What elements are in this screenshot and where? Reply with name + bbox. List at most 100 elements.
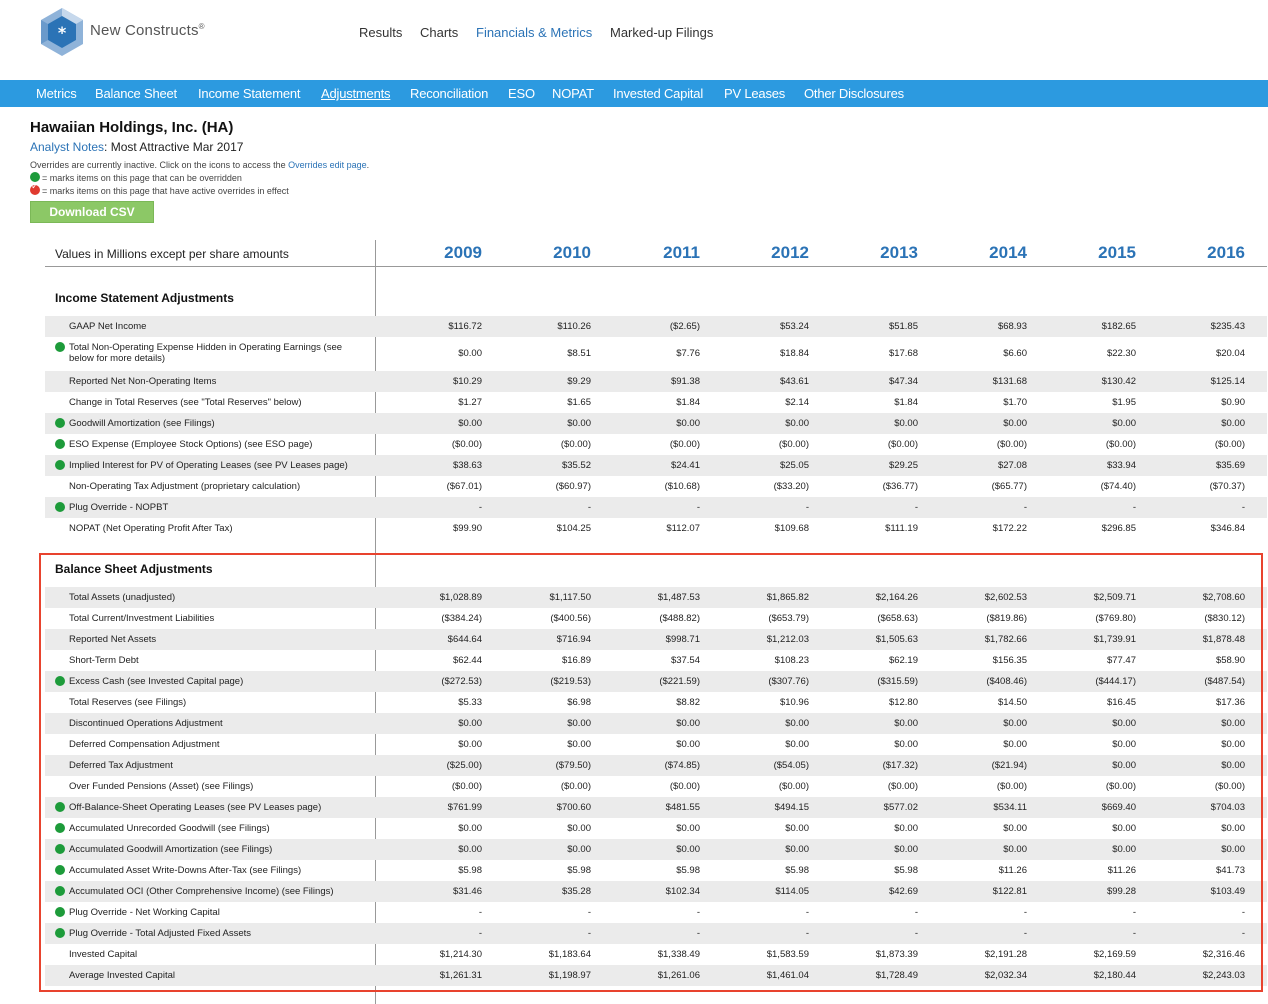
top-nav-results[interactable]: Results — [359, 25, 403, 40]
analyst-notes-link[interactable]: Analyst Notes — [30, 140, 105, 154]
table-cell: - — [914, 907, 918, 918]
table-cell: $704.03 — [1210, 802, 1245, 813]
table-cell: $114.05 — [775, 886, 809, 897]
table-cell: $27.08 — [997, 460, 1027, 471]
tab-metrics[interactable]: Metrics — [36, 86, 77, 101]
table-cell: $131.68 — [992, 376, 1027, 387]
table-cell: $1,117.50 — [549, 592, 591, 603]
table-cell: $0.00 — [1003, 844, 1027, 855]
table-cell: $1,739.91 — [1093, 634, 1136, 645]
table-row: Deferred Tax Adjustment ($25.00) ($79.50) (… — [45, 755, 1267, 776]
table-cell: $0.00 — [1221, 823, 1245, 834]
table-cell: $0.00 — [567, 418, 591, 429]
row-label: Total Reserves (see Filings) — [69, 697, 187, 708]
table-cell: $0.00 — [1112, 823, 1136, 834]
table-row: Off-Balance-Sheet Operating Leases (see … — [45, 797, 1267, 818]
table-cell: $20.04 — [1215, 348, 1245, 359]
row-label: Accumulated Goodwill Amortization (see F… — [69, 844, 273, 855]
table-cell: $16.45 — [1106, 697, 1136, 708]
tab-income-statement[interactable]: Income Statement — [198, 86, 301, 101]
table-cell: $22.30 — [1106, 348, 1136, 359]
override-available-icon[interactable] — [55, 439, 65, 449]
table-cell: ($384.24) — [441, 613, 482, 624]
table-cell: ($2.65) — [669, 321, 700, 332]
overrides-edit-link[interactable]: Overrides edit page — [288, 160, 367, 170]
override-available-icon[interactable] — [55, 928, 65, 938]
table-cell: $1,878.48 — [1202, 634, 1245, 645]
override-available-icon[interactable] — [55, 460, 65, 470]
table-cell: $51.85 — [888, 321, 918, 332]
table-cell: $5.98 — [676, 865, 700, 876]
tab-pv-leases[interactable]: PV Leases — [724, 86, 786, 101]
tab-other-disclosures[interactable]: Other Disclosures — [804, 86, 904, 101]
tab-nopat[interactable]: NOPAT — [552, 86, 594, 101]
table-cell: $0.00 — [785, 844, 809, 855]
table-cell: ($400.56) — [550, 613, 591, 624]
override-available-icon[interactable] — [55, 886, 65, 896]
table-cell: $47.34 — [888, 376, 918, 387]
table-cell: $0.00 — [567, 823, 591, 834]
download-csv-button[interactable]: Download CSV — [30, 201, 154, 223]
table-cell: ($74.40) — [1100, 481, 1136, 492]
company-title: Hawaiian Holdings, Inc. (HA) — [30, 119, 234, 136]
override-available-icon[interactable] — [55, 865, 65, 875]
override-available-icon[interactable] — [55, 823, 65, 833]
table-cell: $68.93 — [997, 321, 1027, 332]
table-cell: $0.00 — [1003, 739, 1027, 750]
tab-adjustments[interactable]: Adjustments — [321, 86, 391, 101]
table-cell: - — [1241, 907, 1245, 918]
year-header: 2010 — [553, 243, 591, 262]
table-cell: $25.05 — [779, 460, 809, 471]
table-cell: $0.00 — [1221, 718, 1245, 729]
row-label: Deferred Compensation Adjustment — [69, 739, 220, 750]
table-cell: $62.44 — [452, 655, 482, 666]
top-nav-financials-metrics[interactable]: Financials & Metrics — [476, 25, 593, 40]
override-available-icon[interactable] — [55, 802, 65, 812]
table-cell: ($36.77) — [882, 481, 918, 492]
table-cell: $761.99 — [447, 802, 482, 813]
row-label: Short-Term Debt — [69, 655, 139, 666]
new-constructs-logo-icon[interactable]: * — [38, 6, 86, 58]
tab-invested-capital[interactable]: Invested Capital — [613, 86, 704, 101]
override-available-icon[interactable] — [55, 676, 65, 686]
table-cell: ($33.20) — [773, 481, 809, 492]
table-row: Average Invested Capital $1,261.31 $1,198.… — [45, 965, 1267, 986]
override-active-icon — [30, 182, 40, 195]
table-cell: $6.98 — [567, 697, 591, 708]
row-label: Plug Override - NOPBT — [69, 502, 169, 513]
table-cell: ($819.86) — [986, 613, 1027, 624]
top-nav-charts[interactable]: Charts — [420, 25, 459, 40]
table-cell: $1,212.03 — [766, 634, 809, 645]
override-available-icon[interactable] — [55, 502, 65, 512]
tab-reconciliation[interactable]: Reconciliation — [410, 86, 489, 101]
row-label: Off-Balance-Sheet Operating Leases (see … — [69, 802, 322, 813]
table-cell: $998.71 — [665, 634, 700, 645]
table-row: ESO Expense (Employee Stock Options) (se… — [45, 434, 1267, 455]
table-cell: ($67.01) — [446, 481, 482, 492]
brand-name[interactable]: New Constructs® — [90, 22, 205, 39]
table-cell: $1,261.06 — [657, 970, 700, 981]
svg-text:*: * — [58, 23, 67, 42]
table-cell: $0.00 — [458, 348, 482, 359]
table-cell: $0.00 — [567, 844, 591, 855]
table-cell: ($408.46) — [986, 676, 1027, 687]
top-nav-marked-up-filings[interactable]: Marked-up Filings — [610, 25, 714, 40]
tab-eso[interactable]: ESO — [508, 86, 535, 101]
override-available-icon[interactable] — [55, 418, 65, 428]
override-available-icon[interactable] — [55, 342, 65, 352]
table-cell: $2,164.26 — [875, 592, 918, 603]
table-cell: $1,865.82 — [766, 592, 809, 603]
tab-balance-sheet[interactable]: Balance Sheet — [95, 86, 177, 101]
table-cell: $1.70 — [1003, 397, 1027, 408]
override-available-icon[interactable] — [55, 907, 65, 917]
year-header: 2014 — [989, 243, 1027, 262]
table-cell: $0.00 — [894, 844, 918, 855]
table-cell: $7.76 — [676, 348, 700, 359]
table-cell: - — [1023, 907, 1027, 918]
table-row: GAAP Net Income $116.72 $110.26 ($2.65) $53.… — [45, 316, 1267, 337]
table-cell: $58.90 — [1215, 655, 1245, 666]
table-cell: $1,505.63 — [875, 634, 918, 645]
table-cell: $35.69 — [1215, 460, 1245, 471]
override-available-icon[interactable] — [55, 844, 65, 854]
table-row: Total Reserves (see Filings) $5.33 $6.98 $8… — [45, 692, 1267, 713]
